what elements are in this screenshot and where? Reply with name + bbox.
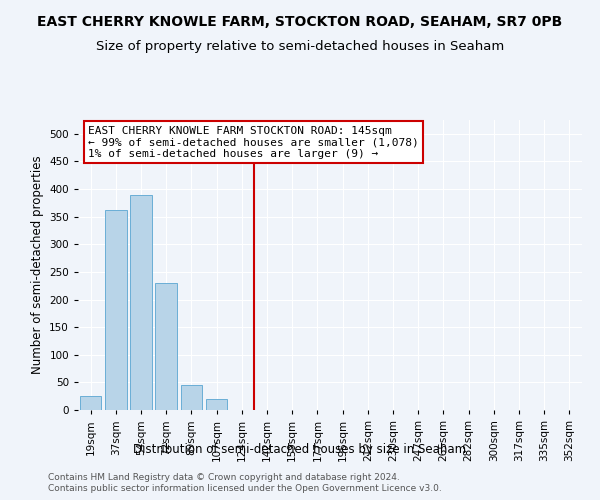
Text: EAST CHERRY KNOWLE FARM STOCKTON ROAD: 145sqm
← 99% of semi-detached houses are : EAST CHERRY KNOWLE FARM STOCKTON ROAD: 1… xyxy=(88,126,419,159)
Bar xyxy=(181,385,202,410)
Text: EAST CHERRY KNOWLE FARM, STOCKTON ROAD, SEAHAM, SR7 0PB: EAST CHERRY KNOWLE FARM, STOCKTON ROAD, … xyxy=(37,15,563,29)
Text: Contains public sector information licensed under the Open Government Licence v3: Contains public sector information licen… xyxy=(48,484,442,493)
Bar xyxy=(105,210,127,410)
Text: Size of property relative to semi-detached houses in Seaham: Size of property relative to semi-detach… xyxy=(96,40,504,53)
Text: Distribution of semi-detached houses by size in Seaham: Distribution of semi-detached houses by … xyxy=(133,442,467,456)
Bar xyxy=(130,194,152,410)
Bar xyxy=(80,396,101,410)
Y-axis label: Number of semi-detached properties: Number of semi-detached properties xyxy=(31,156,44,374)
Bar xyxy=(155,283,177,410)
Bar xyxy=(206,399,227,410)
Text: Contains HM Land Registry data © Crown copyright and database right 2024.: Contains HM Land Registry data © Crown c… xyxy=(48,472,400,482)
